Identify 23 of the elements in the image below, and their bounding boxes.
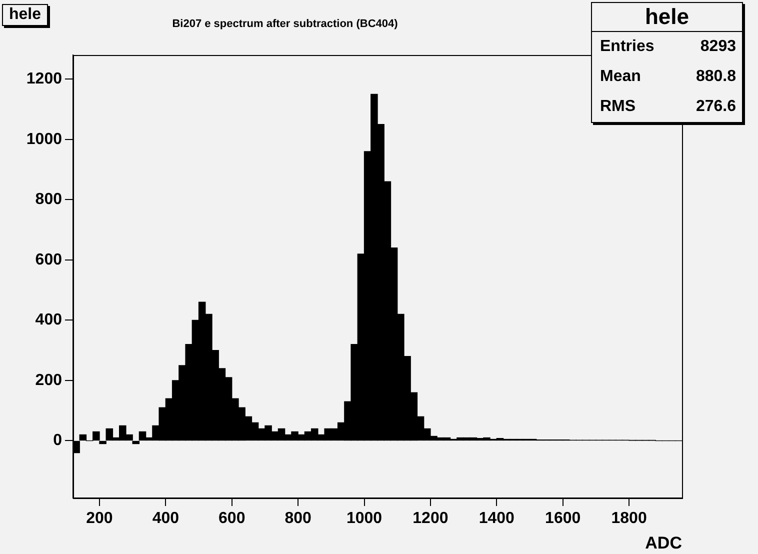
x-axis-title: ADC	[645, 533, 682, 552]
y-tick-label: 800	[35, 191, 62, 208]
chart-title: Bi207 e spectrum after subtraction (BC404)	[171, 18, 399, 30]
x-tick-label: 200	[86, 510, 113, 528]
x-tick-label: 1400	[478, 510, 515, 528]
x-tick-label: 1600	[545, 510, 581, 528]
x-tick-label: 800	[284, 510, 312, 528]
y-tick-label: 1200	[26, 70, 62, 88]
y-tick-label: 0	[53, 432, 62, 450]
y-tick-label: 1000	[26, 130, 62, 148]
text: hele	[2, 4, 48, 26]
text: hele	[592, 3, 742, 32]
text: Mean 880.8	[600, 68, 736, 85]
x-tick-label: 400	[152, 510, 180, 528]
x-tick-label: 1000	[346, 510, 382, 528]
x-tick-label: 1800	[611, 510, 647, 528]
x-tick-label: 600	[218, 510, 246, 528]
y-tick-label: 200	[35, 372, 62, 389]
text: Entries 8293	[600, 38, 736, 55]
x-tick-label: 1200	[412, 510, 448, 528]
y-tick-label: 400	[35, 312, 62, 329]
y-tick-label: 600	[35, 251, 62, 268]
text: RMS 276.6	[600, 98, 736, 115]
